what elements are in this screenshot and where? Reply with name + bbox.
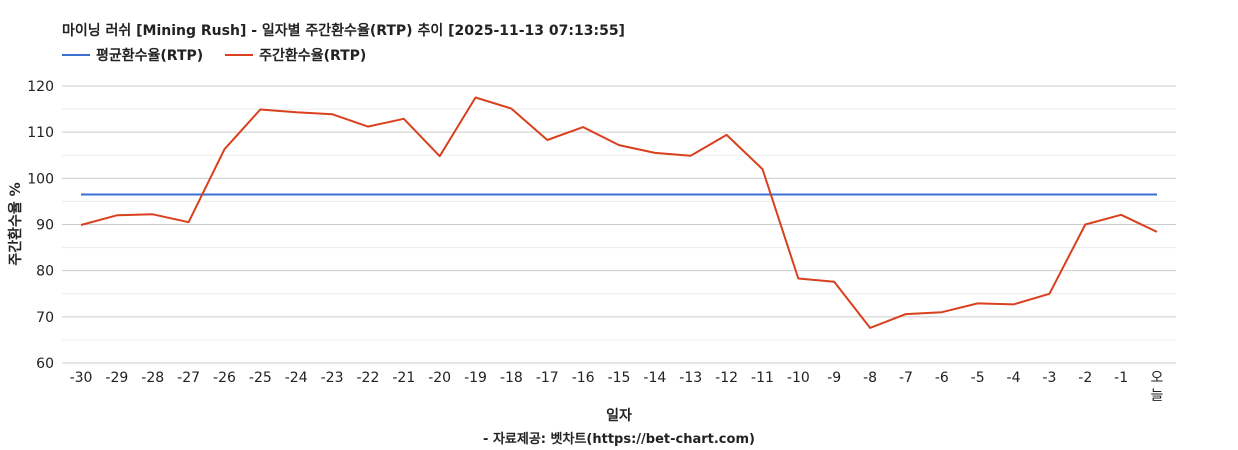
legend-label-average: 평균환수율(RTP) xyxy=(96,48,204,64)
y-tick-label: 70 xyxy=(36,310,54,326)
x-tick-label: -14 xyxy=(643,370,666,386)
y-tick-label: 60 xyxy=(36,356,54,372)
x-tick-label: -11 xyxy=(751,370,774,386)
series-lines xyxy=(80,96,1158,329)
x-tick-label: -15 xyxy=(608,370,631,386)
y-tick-label: 100 xyxy=(27,171,54,187)
x-tick-label: -12 xyxy=(715,370,738,386)
x-tick-label: -5 xyxy=(971,370,985,386)
y-tick-label: 110 xyxy=(27,125,54,141)
legend: 평균환수율(RTP) 주간환수율(RTP) xyxy=(62,45,366,65)
x-tick-label: -10 xyxy=(787,370,810,386)
chart-title: 마이닝 러쉬 [Mining Rush] - 일자별 주간환수율(RTP) 추이… xyxy=(62,23,625,39)
x-axis-ticks: -30 -29 -28 -27 -26 -25 -24 -23 -22 -21 -20 -19 -18-… xyxy=(70,370,1164,404)
x-tick-label: -28 xyxy=(141,370,164,386)
x-tick-label: -3 xyxy=(1042,370,1056,386)
x-tick-label: -26 xyxy=(213,370,236,386)
x-tick-label: -17 xyxy=(536,370,559,386)
x-tick-label: -27 xyxy=(177,370,200,386)
x-tick-label: -29 xyxy=(105,370,128,386)
legend-swatch-weekly xyxy=(225,54,254,56)
y-tick-label: 120 xyxy=(27,79,54,95)
x-tick-label: -13 xyxy=(679,370,702,386)
y-axis-ticks: 60 70 80 90 100 110 120 xyxy=(27,79,54,372)
x-tick-label: -21 xyxy=(392,370,415,386)
x-tick-label: -6 xyxy=(935,370,949,386)
x-tick-label: -16 xyxy=(572,370,595,386)
x-tick-label: -1 xyxy=(1114,370,1128,386)
x-tick-label: -23 xyxy=(321,370,344,386)
legend-swatch-average xyxy=(62,54,90,56)
gridlines xyxy=(62,85,1176,364)
x-tick-label: -18 xyxy=(500,370,523,386)
legend-item-average[interactable]: 평균환수율(RTP) xyxy=(62,45,203,65)
y-tick-label: 80 xyxy=(36,264,54,280)
source-credit: - 자료제공: 벳차트(https://bet-chart.com) xyxy=(483,432,755,447)
x-tick-label: -4 xyxy=(1007,370,1021,386)
x-tick-label: -19 xyxy=(464,370,487,386)
x-tick-label: -7 xyxy=(899,370,913,386)
x-tick-label: -8 xyxy=(863,370,877,386)
legend-label-weekly: 주간환수율(RTP) xyxy=(259,48,367,64)
legend-item-weekly[interactable]: 주간환수율(RTP) xyxy=(225,45,366,65)
x-tick-label: -2 xyxy=(1078,370,1092,386)
series-line-weekly xyxy=(80,96,1158,329)
x-tick-label: -24 xyxy=(285,370,308,386)
x-tick-label: -30 xyxy=(70,370,93,386)
x-tick-label: -25 xyxy=(249,370,272,386)
x-tick-label: -9 xyxy=(827,370,841,386)
x-axis-title: 일자 xyxy=(606,408,632,424)
x-tick-label: -20 xyxy=(428,370,451,386)
y-tick-label: 90 xyxy=(36,218,54,234)
y-axis-title: 주간환수율 % xyxy=(7,182,24,265)
x-tick-label: -22 xyxy=(356,370,379,386)
